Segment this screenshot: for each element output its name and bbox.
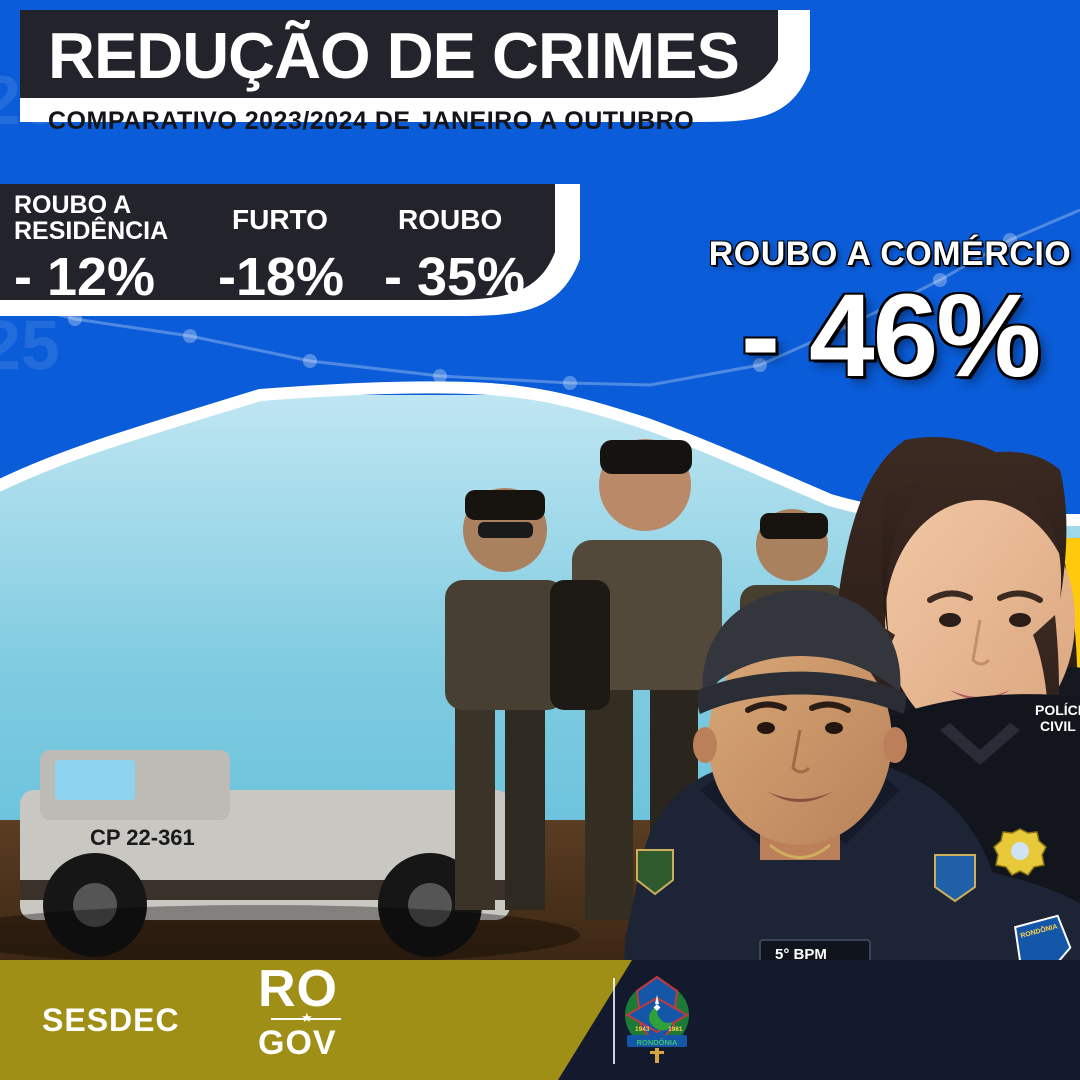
svg-text:1981: 1981 [668,1026,683,1033]
svg-text:RONDÔNIA: RONDÔNIA [637,1038,678,1047]
svg-text:1943: 1943 [635,1026,650,1033]
